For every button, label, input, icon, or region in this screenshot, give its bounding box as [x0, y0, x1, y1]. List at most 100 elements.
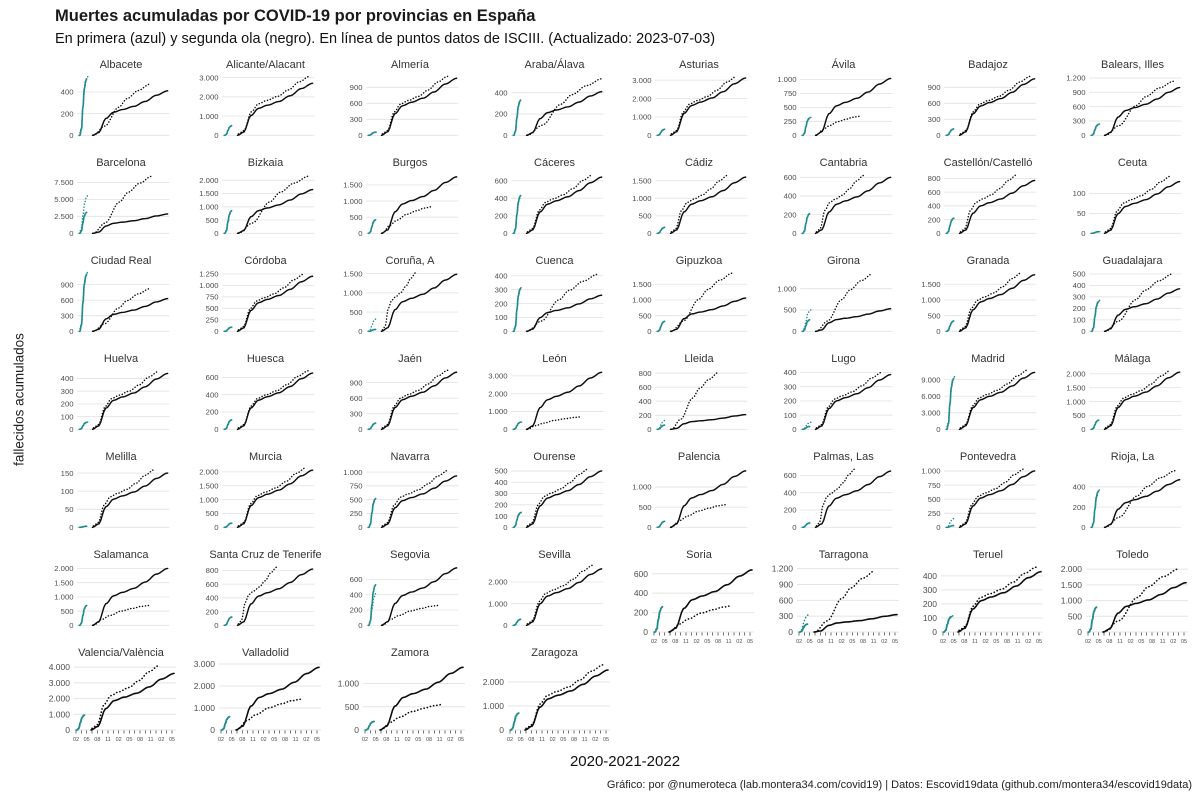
y-tick-label: 400 [639, 397, 652, 406]
y-tick-label: 0 [788, 627, 793, 637]
wave-line [814, 77, 891, 137]
isciii-dotted-line [1104, 273, 1173, 333]
province-chart-palmas-las: Palmas, Las 0 200 400 600 [759, 450, 904, 548]
y-tick-label: 500 [783, 103, 796, 112]
wave-line [1087, 606, 1097, 633]
province-chart-coru-a-a: Coruña, A 0 500 1.000 1.500 [325, 254, 470, 352]
x-tick-label: 11 [394, 737, 400, 743]
isciii-dotted-line [800, 309, 812, 333]
y-tick-label: 1.500 [632, 280, 651, 289]
wave-line [814, 176, 891, 235]
y-tick-label: 200 [783, 506, 796, 515]
y-tick-label: 0 [792, 131, 796, 140]
y-tick-label: 4.000 [49, 662, 71, 672]
province-chart-soria: Soria 0 200 400 600 02 05 08 11 02 05 08 11 02 05 [614, 548, 759, 646]
chart-canvas: 0 500 1.000 1.500 2.000 02 05 08 11 02 05 08 11 02 05 [1060, 564, 1188, 645]
y-tick-label: 250 [928, 509, 941, 518]
x-tick-label: 08 [426, 737, 432, 743]
province-chart-melilla: Melilla 0 50 100 150 [36, 450, 181, 548]
x-tick-label: 11 [148, 737, 154, 743]
isciii-dotted-line [1102, 568, 1179, 633]
wave-line [812, 613, 898, 633]
chart-canvas: 0 500 1.000 1.500 2.000 [199, 466, 314, 532]
x-tick-label: 05 [228, 737, 234, 743]
isciii-dotted-line [1104, 469, 1176, 529]
y-tick-label: 1.200 [771, 564, 793, 574]
x-tick-label: 02 [549, 737, 555, 743]
y-tick-label: 200 [494, 501, 507, 510]
y-tick-label: 0 [214, 523, 218, 532]
province-chart-c-diz: Cádiz 0 500 1.000 1.500 [614, 156, 759, 254]
y-tick-label: 300 [928, 115, 941, 124]
y-tick-label: 0 [69, 131, 73, 140]
wave-line [512, 287, 521, 333]
province-title: Soria [686, 549, 712, 561]
x-tick-label: 02 [303, 737, 309, 743]
x-tick-label: 05 [951, 639, 957, 645]
wave-line [76, 714, 86, 731]
y-tick-label: 250 [783, 117, 796, 126]
wave-line [801, 117, 810, 137]
isciii-dotted-line [381, 369, 449, 429]
y-tick-label: 0 [1077, 627, 1082, 637]
chart-canvas: 0 200 400 600 02 05 08 11 02 05 08 11 02 05 [634, 569, 754, 645]
isciii-dotted-line [237, 175, 309, 235]
chart-canvas: 0 250 500 750 1.000 [777, 75, 892, 140]
x-tick-label: 08 [528, 737, 534, 743]
isciii-dotted-line [815, 273, 873, 333]
y-tick-label: 0 [503, 131, 507, 140]
chart-canvas: 0 50 100 150 [61, 469, 170, 532]
province-title: Castellón/Castelló [943, 157, 1033, 169]
isciii-dotted-line [1104, 175, 1171, 233]
chart-canvas: 0 1.000 2.000 3.000 [488, 372, 603, 434]
wave-line [798, 623, 808, 633]
x-tick-label: 05 [458, 737, 464, 743]
province-chart-salamanca: Salamanca 0 500 1.000 1.500 2.000 [36, 548, 181, 646]
y-tick-label: 100 [494, 313, 507, 322]
facet-grid: Albacete 0 200 400 Alicante/Alacant 0 1.000 2.0… [36, 58, 1192, 744]
y-tick-label: 0 [214, 131, 218, 140]
y-tick-label: 200 [639, 411, 652, 420]
province-chart-guadalajara: Guadalajara 0 100 200 300 400 500 [1048, 254, 1193, 352]
wave-line [657, 520, 666, 529]
isciii-dotted-line [526, 78, 602, 137]
province-title: Zaragoza [531, 647, 578, 659]
y-tick-label: 1.500 [921, 280, 940, 289]
y-tick-label: 400 [494, 478, 507, 487]
y-tick-label: 1.000 [1066, 397, 1085, 406]
y-tick-label: 750 [350, 482, 363, 491]
province-title: Tarragona [818, 549, 869, 561]
wave-line [657, 226, 666, 235]
y-tick-label: 400 [205, 390, 218, 399]
isciii-dotted-line [815, 174, 864, 233]
y-tick-label: 300 [783, 382, 796, 391]
chart-canvas: 0 1.000 2.000 3.000 [632, 75, 748, 140]
chart-canvas: 0 250 500 750 1.000 [921, 467, 1037, 532]
isciii-dotted-line [235, 698, 302, 731]
wave-line [368, 583, 377, 627]
wave-line [814, 470, 891, 529]
province-chart-teruel: Teruel 0 100 200 300 400 02 05 08 11 02 05 08 11 02 05 [903, 548, 1048, 646]
y-tick-label: 2.000 [1060, 564, 1082, 574]
wave-line [669, 77, 747, 137]
y-tick-label: 1.000 [49, 709, 71, 719]
province-title: Madrid [971, 353, 1005, 365]
province-chart-gipuzkoa: Gipuzkoa 0 500 1.000 1.500 [614, 254, 759, 352]
isciii-dotted-line [526, 468, 589, 527]
province-title: Albacete [99, 59, 143, 71]
y-tick-label: 500 [494, 467, 507, 476]
y-tick-label: 1.000 [482, 701, 504, 711]
y-tick-label: 1.000 [632, 113, 651, 122]
wave-line [368, 218, 377, 235]
y-tick-label: 100 [923, 613, 937, 623]
isciii-dotted-line [524, 664, 604, 730]
y-tick-label: 0 [65, 725, 70, 735]
wave-line [1090, 123, 1099, 137]
wave-line [946, 377, 955, 431]
y-tick-label: 500 [1072, 270, 1085, 279]
y-tick-label: 200 [494, 211, 507, 220]
y-tick-label: 500 [1072, 411, 1085, 420]
x-tick-label: 08 [570, 737, 576, 743]
chart-canvas: 0 250 500 750 1.000 1.250 [199, 270, 314, 336]
wave-line [223, 522, 232, 529]
